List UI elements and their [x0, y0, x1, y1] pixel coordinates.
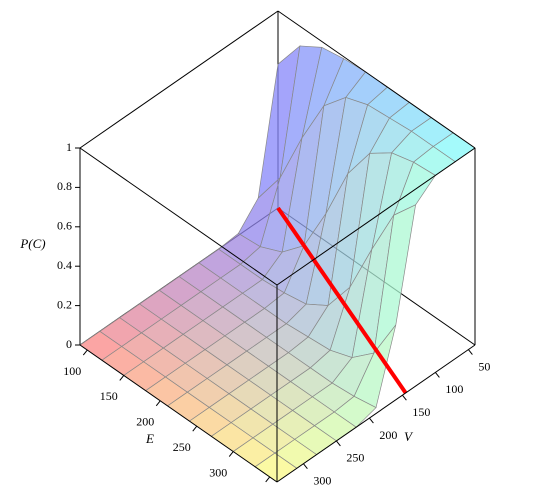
y-tick-label: 150: [412, 405, 430, 419]
y-tick-label: 300: [313, 473, 331, 487]
z-axis-label: P(C): [19, 236, 45, 251]
x-tick: [265, 476, 271, 483]
x-tick-label: 300: [209, 465, 227, 479]
z-tick-label: 0.8: [57, 179, 72, 193]
y-tick: [336, 440, 341, 447]
box-edge: [79, 344, 278, 483]
y-tick-label: 50: [478, 359, 490, 373]
x-tick: [82, 349, 88, 356]
x-tick: [155, 400, 161, 407]
y-tick-label: 250: [346, 451, 364, 465]
z-tick-label: 0.2: [57, 297, 72, 311]
y-tick: [369, 417, 374, 424]
x-tick-label: 200: [136, 415, 154, 429]
x-tick: [228, 451, 234, 457]
y-axis-label: V: [404, 429, 414, 444]
x-tick-label: 250: [173, 440, 191, 454]
y-tick-label: 100: [445, 382, 463, 396]
z-tick-label: 0.6: [57, 219, 72, 233]
y-tick: [468, 349, 473, 355]
box-edge: [79, 10, 279, 149]
box-edge: [277, 10, 476, 149]
threshold-line: [276, 206, 408, 395]
x-tick-label: 150: [100, 389, 118, 403]
x-tick: [119, 375, 125, 381]
z-tick-label: 0.4: [57, 258, 72, 272]
x-tick-label: 100: [63, 364, 81, 378]
x-tick-label: 350: [246, 491, 264, 494]
box-edge: [276, 147, 476, 286]
y-tick: [435, 372, 440, 378]
y-tick: [402, 394, 407, 401]
y-tick-label: 200: [379, 428, 397, 442]
box-edge: [79, 147, 278, 286]
box-edge: [276, 344, 476, 483]
z-tick-label: 1: [66, 140, 72, 154]
z-tick-label: 0: [66, 337, 72, 351]
x-tick: [192, 425, 198, 432]
y-tick: [303, 463, 308, 470]
x-axis-label: E: [145, 431, 154, 446]
